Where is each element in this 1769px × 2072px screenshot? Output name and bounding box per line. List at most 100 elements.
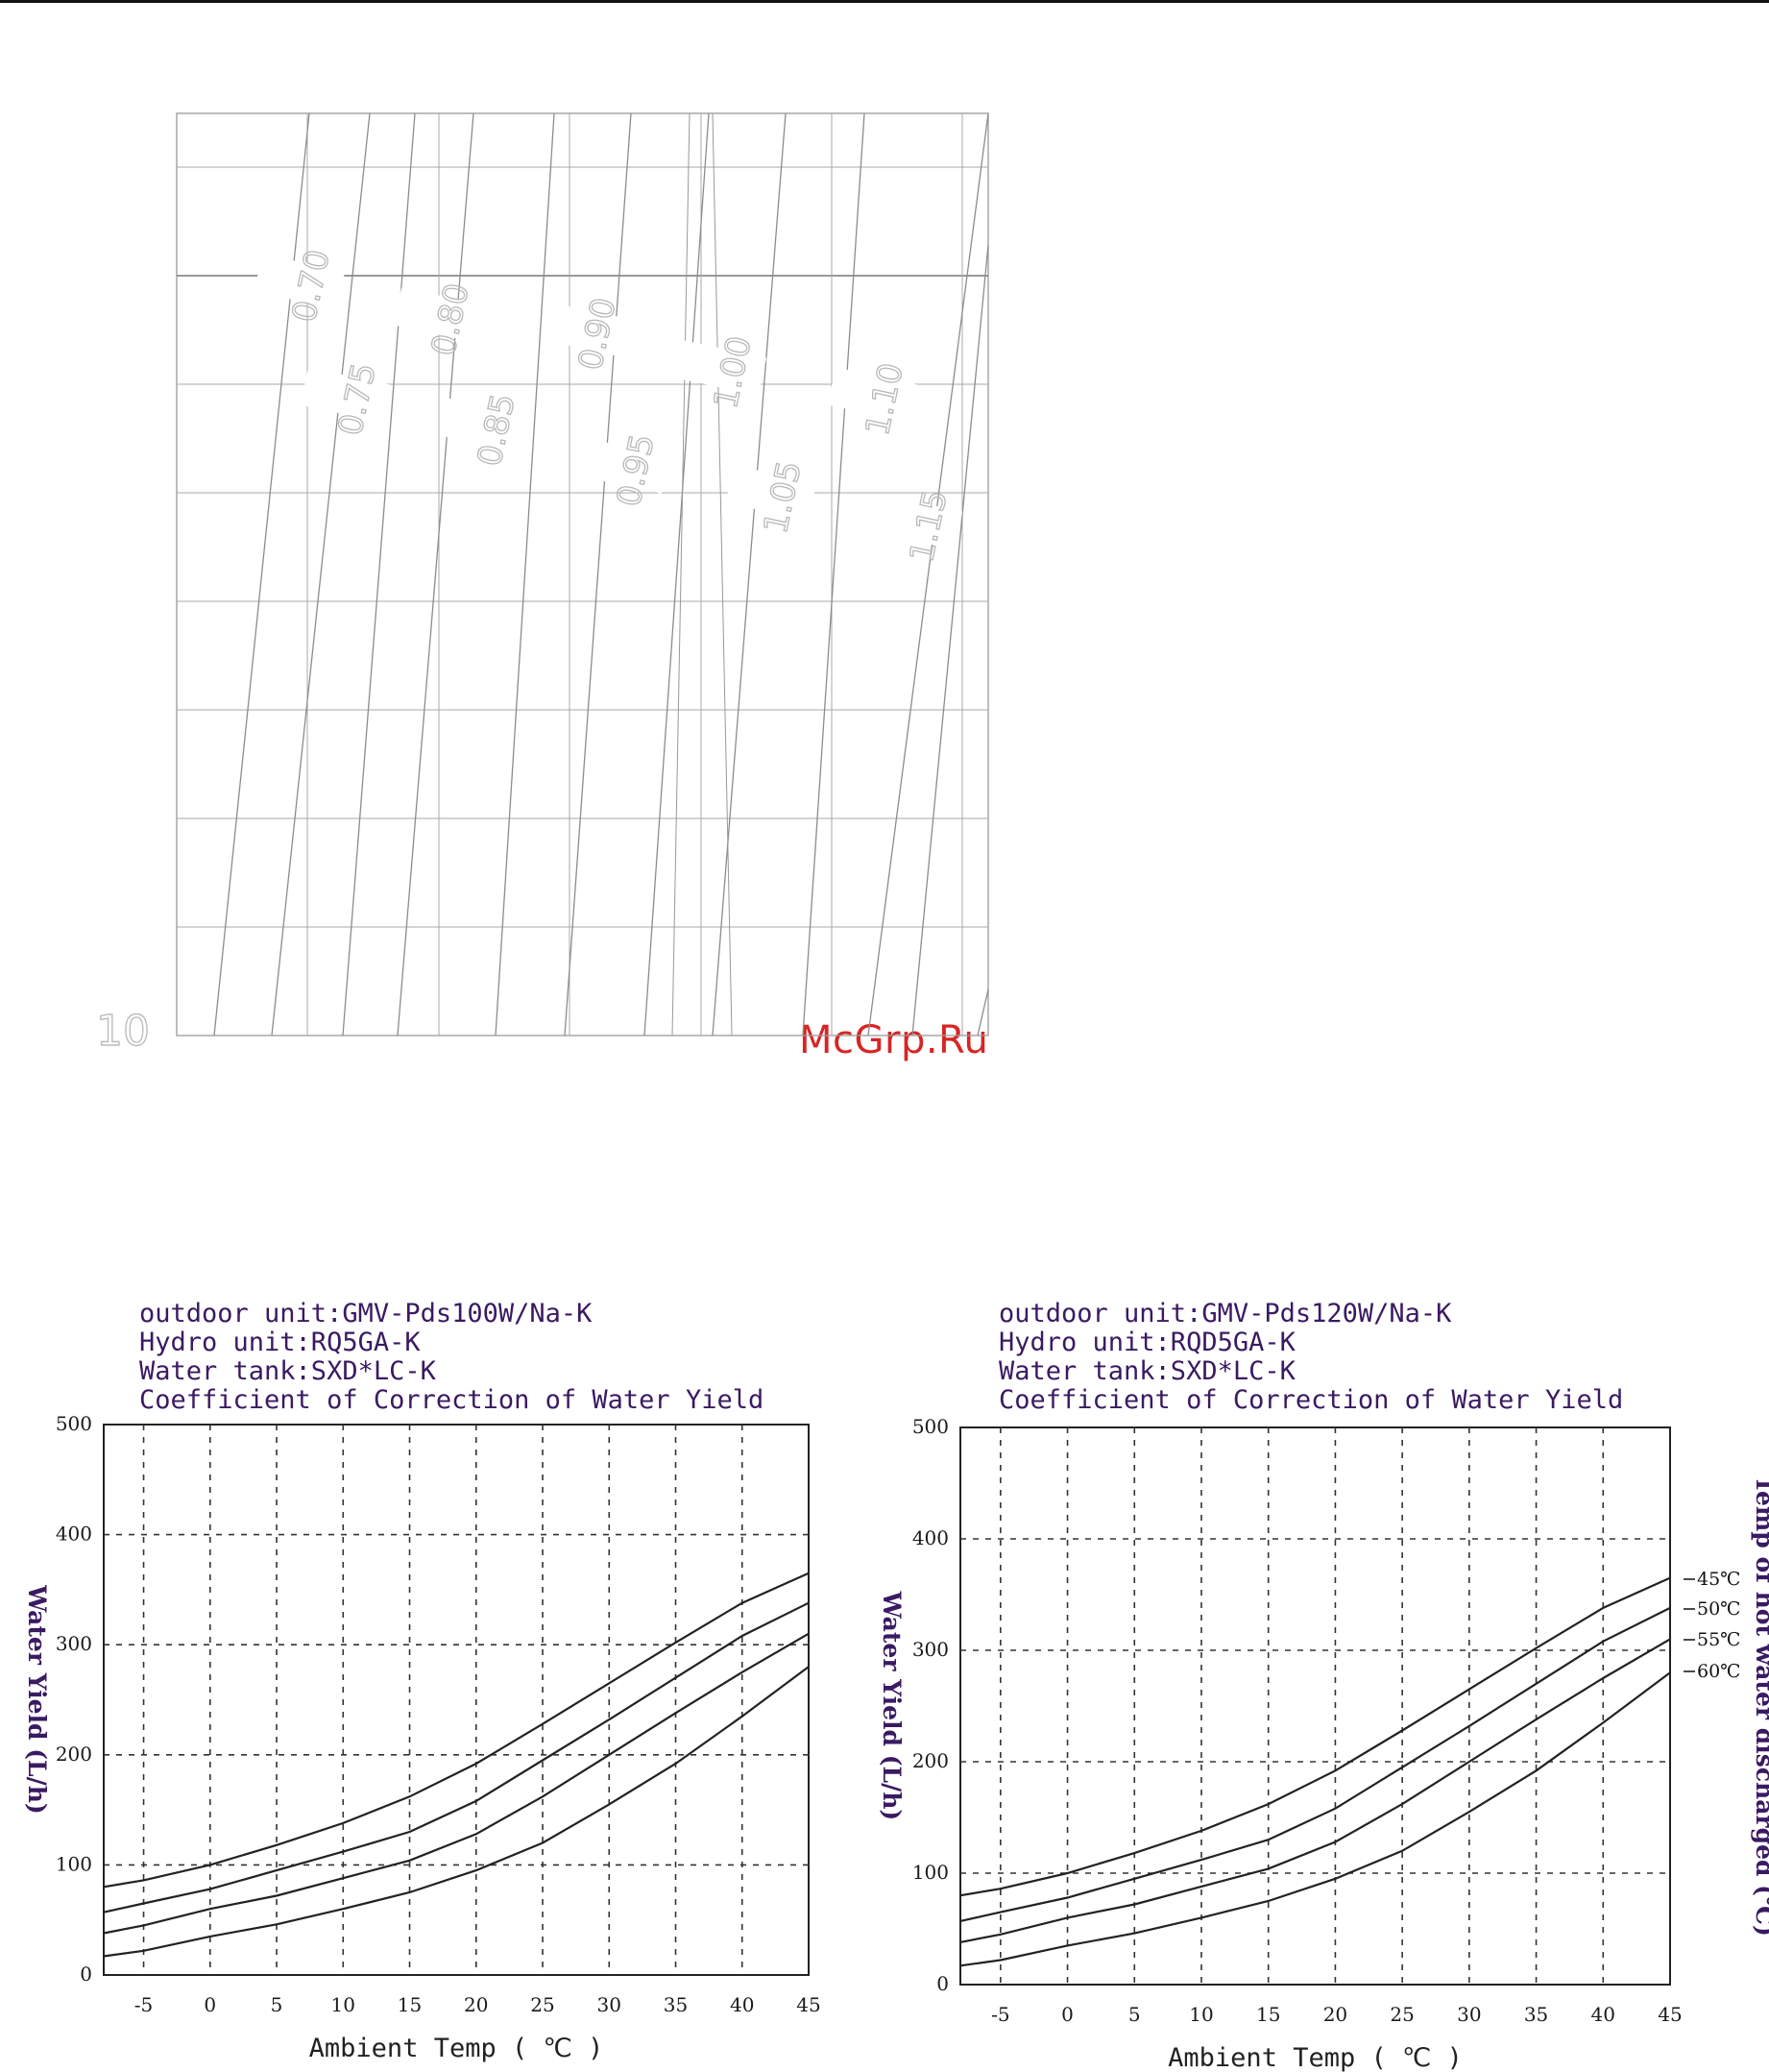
chart-header-line: outdoor unit:GMV-Pds120W/Na-K: [999, 1299, 1452, 1329]
series-line: [103, 1572, 810, 1889]
contour-line: [977, 988, 989, 1036]
y-tick-label: 0: [80, 1962, 92, 1986]
x-tick-label: 35: [1524, 2003, 1548, 2026]
series-label: 55℃: [1697, 1629, 1740, 1650]
y-tick-label: 300: [56, 1632, 92, 1655]
x-tick-label: 10: [1189, 2003, 1213, 2026]
plot-frame: [959, 1426, 1671, 1986]
y-tick-label: 400: [56, 1523, 92, 1546]
series-line: [959, 1576, 1671, 1897]
series-line: [103, 1601, 810, 1914]
x-tick-label: 0: [1061, 2003, 1074, 2026]
series-line: [959, 1671, 1671, 1967]
x-tick-label: 25: [1390, 2003, 1414, 2026]
contour-line: [671, 112, 691, 1036]
chart-header-line: Coefficient of Correction of Water Yield: [139, 1385, 763, 1415]
x-tick-label: 45: [1658, 2003, 1682, 2026]
y-axis-label: Water Yield (L/h): [23, 1584, 51, 1814]
y-tick-label: 100: [56, 1852, 92, 1875]
contour-label: 1.10: [859, 360, 911, 439]
y-tick-label: 200: [56, 1743, 92, 1766]
y-tick-label: 400: [912, 1526, 949, 1549]
chart-header-line: Water tank:SXD*LC-K: [139, 1356, 437, 1386]
contour-label: 1.15: [903, 487, 956, 566]
contour-line: [342, 112, 416, 1036]
contour-label: 0.70: [285, 247, 338, 326]
x-tick-label: 0: [204, 1993, 216, 2016]
x-tick-label: 30: [1457, 2003, 1481, 2026]
series-label: 60℃: [1697, 1661, 1740, 1682]
contour-line: [271, 112, 371, 1036]
y-tick-label: 300: [912, 1638, 949, 1661]
contour-line: [564, 112, 632, 1036]
contour-label-bg: [439, 398, 531, 453]
chart-header-line: Coefficient of Correction of Water Yield: [999, 1385, 1623, 1415]
contour-label-bg: [393, 287, 485, 343]
x-tick-label: 25: [530, 1993, 554, 2016]
x-axis-label: Ambient Temp ( ℃ ): [1168, 2043, 1463, 2072]
y-tick-label: 500: [912, 1415, 949, 1438]
x-tick-label: 15: [1256, 2003, 1280, 2026]
x-tick-label: 40: [730, 1993, 754, 2016]
plot-frame: [176, 112, 989, 1036]
x-tick-label: 15: [398, 1993, 422, 2016]
contour-label-bg: [725, 465, 817, 521]
contour-line: [213, 112, 310, 1036]
y2-axis-label: Temp of hot water discharged (℃): [1751, 1475, 1769, 1937]
series-line: [103, 1666, 810, 1958]
contour-label-bg: [300, 367, 392, 423]
chart-header-line: outdoor unit:GMV-Pds100W/Na-K: [139, 1299, 593, 1329]
contour-line: [712, 112, 787, 1036]
contour-line: [712, 112, 733, 1036]
contour-line: [643, 112, 710, 1036]
chart-header-line: Hydro unit:RQD5GA-K: [999, 1328, 1296, 1357]
series-line: [959, 1638, 1671, 1943]
y-tick-label: 10: [96, 1007, 150, 1056]
x-axis-label: Ambient Temp ( ℃ ): [309, 2034, 604, 2063]
x-tick-label: 20: [464, 1993, 488, 2016]
y-tick-label: 500: [56, 1412, 92, 1435]
contour-label-bg: [540, 302, 632, 357]
chart-header-line: Water tank:SXD*LC-K: [999, 1356, 1296, 1386]
contour-label-bg: [254, 254, 346, 309]
y-axis-label: Water Yield (L/h): [878, 1591, 906, 1820]
x-tick-label: 10: [331, 1993, 355, 2016]
coefficient-chart: 0.70 0.75 0.80 0.85 0.90 0.95 1.00 1.05 1.10 1.15…: [95, 112, 989, 1057]
x-tick-label: -5: [134, 1993, 153, 2016]
contour-label: 0.95: [610, 431, 663, 510]
x-tick-label: 45: [796, 1993, 820, 2016]
x-tick-label: 5: [271, 1993, 283, 2016]
y-tick-label: 100: [912, 1861, 949, 1884]
x-tick-label: 35: [664, 1993, 688, 2016]
x-tick-label: 30: [597, 1993, 621, 2016]
contour-label: 0.75: [331, 360, 384, 439]
series-line: [959, 1606, 1671, 1922]
series-label: 45℃: [1697, 1569, 1740, 1590]
x-tick-label: 20: [1323, 2003, 1347, 2026]
series-line: [103, 1632, 810, 1935]
top-rule: [0, 0, 1769, 3]
contour-label: 0.90: [571, 295, 624, 374]
x-tick-label: 40: [1591, 2003, 1615, 2026]
series-label: 50℃: [1697, 1598, 1740, 1620]
contour-label-bg: [675, 340, 767, 396]
contour-line: [911, 244, 989, 1036]
contour-label-bg: [871, 494, 963, 549]
y-tick-label: 0: [936, 1972, 949, 1995]
contour-line: [802, 112, 865, 1036]
contour-line: [397, 112, 474, 1036]
x-tick-label: 5: [1128, 2003, 1141, 2026]
y-tick-label: 200: [912, 1749, 949, 1772]
contour-label: 0.80: [424, 280, 477, 359]
watermark: McGrp.Ru: [799, 1018, 989, 1062]
contour-label-bg: [827, 367, 919, 423]
contour-label-bg: [578, 438, 670, 494]
contour-line: [867, 112, 989, 1036]
contour-label: 1.05: [757, 458, 810, 537]
x-tick-label: -5: [991, 2003, 1009, 2026]
contour-label: 0.85: [471, 391, 523, 470]
plot-frame: [103, 1424, 810, 1976]
